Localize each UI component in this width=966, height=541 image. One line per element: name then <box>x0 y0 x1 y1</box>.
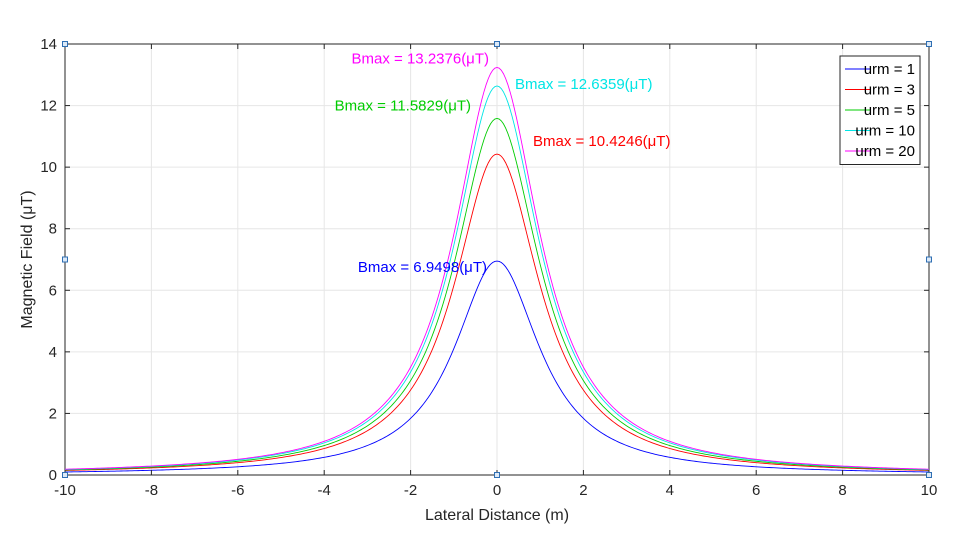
legend[interactable]: urm = 1 urm = 3 urm = 5 urm = 10 urm = 20 <box>839 55 921 165</box>
peak-annotation: Bmax = 10.4246(μT) <box>533 133 670 150</box>
x-tick-label: 4 <box>666 482 674 499</box>
resize-handle[interactable] <box>62 256 68 263</box>
y-tick-label: 10 <box>40 159 57 176</box>
x-axis-label: Lateral Distance (m) <box>425 507 569 524</box>
resize-handle[interactable] <box>926 256 932 263</box>
y-axis-label: Magnetic Field (μT) <box>19 190 36 328</box>
x-tick-label: 0 <box>493 482 501 499</box>
peak-annotation: Bmax = 11.5829(μT) <box>335 97 471 114</box>
y-tick-label: 4 <box>49 344 57 361</box>
resize-handle[interactable] <box>494 41 500 47</box>
series-line <box>64 85 930 470</box>
series-line <box>64 153 930 471</box>
x-tick-label: 6 <box>752 482 760 499</box>
legend-entry[interactable]: urm = 1 <box>864 61 915 78</box>
x-tick-label: 2 <box>579 482 587 499</box>
legend-entry[interactable]: urm = 10 <box>855 123 915 140</box>
resize-handle[interactable] <box>926 472 932 478</box>
resize-handle[interactable] <box>62 41 68 47</box>
y-tick-label: 2 <box>49 405 57 422</box>
y-axis-ticks: 0 2 4 6 8 10 12 14 <box>40 36 929 484</box>
selection-handles <box>62 41 932 478</box>
peak-annotation: Bmax = 6.9498(μT) <box>358 259 487 276</box>
grid-lines <box>64 43 930 476</box>
legend-entry[interactable]: urm = 3 <box>864 82 915 99</box>
legend-entry[interactable]: urm = 5 <box>864 102 915 119</box>
resize-handle[interactable] <box>62 472 68 478</box>
x-tick-label: -6 <box>231 482 244 499</box>
legend-entry[interactable]: urm = 20 <box>855 143 915 160</box>
x-tick-label: 10 <box>921 482 938 499</box>
series-line <box>64 260 930 473</box>
y-tick-label: 14 <box>40 36 57 53</box>
series-lines <box>64 66 930 473</box>
series-line <box>64 66 930 470</box>
y-tick-label: 6 <box>49 282 57 299</box>
y-tick-label: 12 <box>40 98 57 115</box>
x-axis-ticks: -10 -8 -6 -4 -2 0 2 4 6 8 10 <box>54 44 937 499</box>
resize-handle[interactable] <box>494 472 500 478</box>
x-tick-label: 8 <box>838 482 846 499</box>
resize-handle[interactable] <box>926 41 932 47</box>
peak-annotation: Bmax = 13.2376(μT) <box>352 50 489 67</box>
y-tick-label: 8 <box>49 221 57 238</box>
peak-annotations: Bmax = 6.9498(μT) Bmax = 10.4246(μT) Bmax … <box>335 50 671 276</box>
x-tick-label: -4 <box>318 482 331 499</box>
x-tick-label: -10 <box>54 482 76 499</box>
x-tick-label: -2 <box>404 482 417 499</box>
series-line <box>64 117 930 471</box>
y-tick-label: 0 <box>49 467 57 484</box>
peak-annotation: Bmax = 12.6359(μT) <box>515 76 652 93</box>
x-tick-label: -8 <box>145 482 158 499</box>
